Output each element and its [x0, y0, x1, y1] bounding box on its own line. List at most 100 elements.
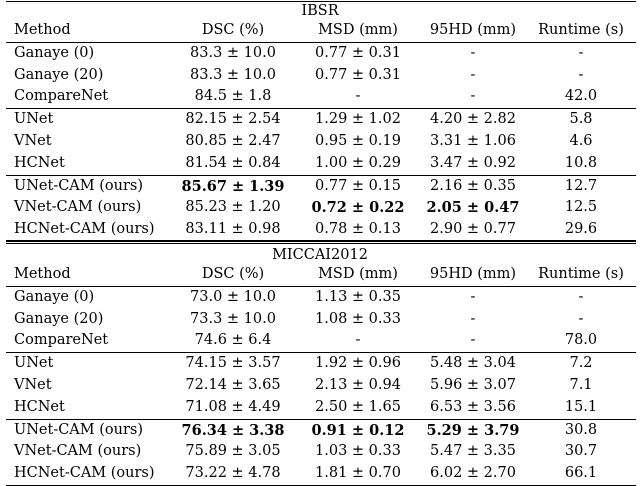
msd-cell: 1.08 ± 0.33 [315, 310, 401, 327]
msd-cell: 1.13 ± 0.35 [315, 289, 401, 306]
dsc-cell: 83.3 ± 10.0 [190, 66, 276, 83]
header-rule [6, 42, 636, 44]
hd95-cell: 6.02 ± 2.70 [430, 464, 516, 481]
method-cell: VNet [14, 133, 52, 149]
method-cell: UNet [14, 355, 54, 372]
hd95-cell: 5.96 ± 3.07 [430, 377, 516, 393]
dsc-cell: 74.6 ± 6.4 [194, 332, 272, 349]
section-separator-rule [6, 240, 636, 241]
dsc-cell: 74.15 ± 3.57 [185, 355, 281, 372]
table-row: Ganaye (0) 83.3 ± 10.0 0.77 ± 0.31 - - [0, 43, 640, 65]
method-cell: HCNet [14, 398, 65, 415]
runtime-cell: - [578, 289, 584, 306]
runtime-cell: 7.2 [569, 355, 593, 372]
dsc-cell: 84.5 ± 1.8 [194, 88, 272, 105]
method-cell: UNet [14, 111, 54, 128]
table-row: VNet-CAM (ours) 75.89 ± 3.05 1.03 ± 0.33 5.… [0, 441, 640, 463]
runtime-cell: 15.1 [564, 398, 598, 415]
runtime-cell: 30.8 [564, 421, 598, 438]
table-row: UNet-CAM (ours) 76.34 ± 3.38 0.91 ± 0.12 5.… [0, 420, 640, 442]
table-row: Ganaye (0) 73.0 ± 10.0 1.13 ± 0.35 - - [0, 287, 640, 309]
column-header: DSC (%) [201, 22, 265, 38]
msd-cell: 2.13 ± 0.94 [315, 377, 401, 393]
method-cell: Ganaye (0) [14, 289, 95, 306]
msd-cell: 0.77 ± 0.15 [315, 177, 401, 194]
table-row: UNet 82.15 ± 2.54 1.29 ± 1.02 4.20 ± 2.82 5.… [0, 109, 640, 131]
dsc-cell: 80.85 ± 2.47 [185, 133, 281, 149]
runtime-cell: - [578, 45, 584, 62]
column-header: Runtime (s) [538, 22, 624, 38]
msd-cell: - [355, 88, 361, 105]
msd-cell: 0.77 ± 0.31 [315, 45, 401, 62]
runtime-cell: 42.0 [564, 88, 598, 105]
method-cell: Ganaye (0) [14, 45, 95, 62]
hd95-cell: - [470, 66, 476, 83]
dsc-cell: 85.23 ± 1.20 [185, 199, 281, 216]
hd95-cell: - [470, 45, 476, 62]
runtime-cell: 30.7 [564, 443, 598, 460]
column-header: Method [14, 22, 71, 38]
hd95-cell: 3.31 ± 1.06 [430, 133, 516, 149]
hd95-cell: 6.53 ± 3.56 [430, 398, 516, 415]
column-header: 95HD (mm) [429, 266, 517, 282]
group-rule [6, 108, 636, 110]
method-cell: CompareNet [14, 332, 109, 349]
method-cell: Ganaye (20) [14, 66, 104, 83]
runtime-cell: 5.8 [569, 111, 593, 128]
method-cell: UNet-CAM (ours) [14, 177, 143, 194]
section-separator-rule [6, 243, 636, 244]
msd-cell: 1.92 ± 0.96 [315, 355, 401, 372]
group-rule [6, 174, 636, 176]
dsc-cell: 73.3 ± 10.0 [190, 310, 276, 327]
msd-cell: 0.72 ± 0.22 [311, 199, 405, 217]
table-row: HCNet 71.08 ± 4.49 2.50 ± 1.65 6.53 ± 3.56 1… [0, 397, 640, 419]
method-cell: HCNet-CAM (ours) [14, 220, 155, 237]
method-cell: VNet-CAM (ours) [14, 199, 142, 216]
runtime-cell: 10.8 [564, 154, 598, 171]
table-title: MICCAI2012 [272, 247, 368, 263]
dsc-cell: 85.67 ± 1.39 [181, 177, 285, 195]
hd95-cell: 4.20 ± 2.82 [430, 111, 516, 128]
runtime-cell: 29.6 [564, 220, 598, 237]
method-cell: VNet-CAM (ours) [14, 443, 142, 460]
msd-cell: 1.81 ± 0.70 [315, 464, 401, 481]
table-row: VNet 72.14 ± 3.65 2.13 ± 0.94 5.96 ± 3.07 7.… [0, 375, 640, 397]
column-header: DSC (%) [201, 266, 265, 282]
method-cell: HCNet [14, 154, 65, 171]
method-cell: VNet [14, 377, 52, 393]
table-row: Ganaye (20) 73.3 ± 10.0 1.08 ± 0.33 - - [0, 309, 640, 331]
hd95-cell: - [470, 332, 476, 349]
hd95-cell: 2.16 ± 0.35 [430, 177, 516, 194]
hd95-cell: 5.48 ± 3.04 [430, 355, 516, 372]
dsc-cell: 81.54 ± 0.84 [185, 154, 281, 171]
dsc-cell: 75.89 ± 3.05 [185, 443, 281, 460]
method-cell: Ganaye (20) [14, 310, 104, 327]
dsc-cell: 73.22 ± 4.78 [185, 464, 281, 481]
hd95-cell: 2.05 ± 0.47 [426, 199, 520, 217]
table-row: CompareNet 74.6 ± 6.4 - - 78.0 [0, 330, 640, 352]
column-header: 95HD (mm) [429, 22, 517, 38]
msd-cell: 1.29 ± 1.02 [315, 111, 401, 128]
dsc-cell: 83.11 ± 0.98 [185, 220, 281, 237]
group-rule [6, 352, 636, 354]
dsc-cell: 71.08 ± 4.49 [185, 398, 281, 415]
group-rule [6, 418, 636, 420]
column-header: MSD (mm) [318, 22, 398, 38]
column-header: MSD (mm) [318, 266, 398, 282]
msd-cell: 1.00 ± 0.29 [315, 154, 401, 171]
hd95-cell: - [470, 310, 476, 327]
table-row: Ganaye (20) 83.3 ± 10.0 0.77 ± 0.31 - - [0, 65, 640, 87]
msd-cell: - [355, 332, 361, 349]
table-row: UNet-CAM (ours) 85.67 ± 1.39 0.77 ± 0.15 2.… [0, 176, 640, 198]
table-title: IBSR [301, 3, 339, 19]
table-row: UNet 74.15 ± 3.57 1.92 ± 0.96 5.48 ± 3.04 7.… [0, 353, 640, 375]
table-row: HCNet-CAM (ours) 73.22 ± 4.78 1.81 ± 0.70 6… [0, 463, 640, 485]
table-row: CompareNet 84.5 ± 1.8 - - 42.0 [0, 86, 640, 108]
header-rule [6, 286, 636, 288]
hd95-cell: 3.47 ± 0.92 [430, 154, 516, 171]
table-row: HCNet-CAM (ours) 83.11 ± 0.98 0.78 ± 0.13 2… [0, 219, 640, 241]
runtime-cell: - [578, 66, 584, 83]
dsc-cell: 73.0 ± 10.0 [190, 289, 276, 306]
runtime-cell: 78.0 [564, 332, 598, 349]
dsc-cell: 72.14 ± 3.65 [185, 377, 281, 393]
